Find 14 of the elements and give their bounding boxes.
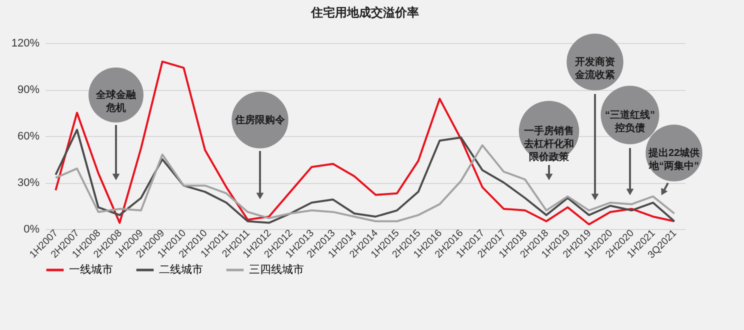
annotation: 提出22城供地“两集中” (647, 147, 700, 172)
y-tick-label: 30% (17, 177, 40, 189)
y-tick-label: 90% (17, 84, 40, 96)
chart-title: 住宅用地成交溢价率 (310, 6, 419, 20)
y-tick-label: 120% (11, 38, 40, 50)
y-tick-label: 60% (17, 130, 40, 142)
legend-label: 一线城市 (69, 263, 113, 276)
annotation: 住房限购令 (234, 114, 286, 126)
annotation: 开发商资金流收紧 (574, 56, 615, 81)
annotation: “三道红线”控负债 (605, 109, 655, 134)
legend-label: 三四线城市 (249, 263, 304, 276)
legend-label: 二线城市 (159, 263, 203, 276)
annotation: 全球金融危机 (95, 89, 137, 114)
annotation: 一手房销售去杠杆化和限价政策 (523, 125, 574, 163)
